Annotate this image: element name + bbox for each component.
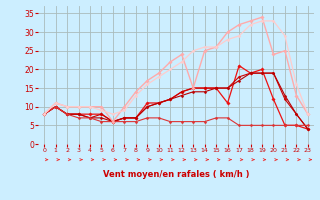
X-axis label: Vent moyen/en rafales ( km/h ): Vent moyen/en rafales ( km/h ): [103, 170, 249, 179]
